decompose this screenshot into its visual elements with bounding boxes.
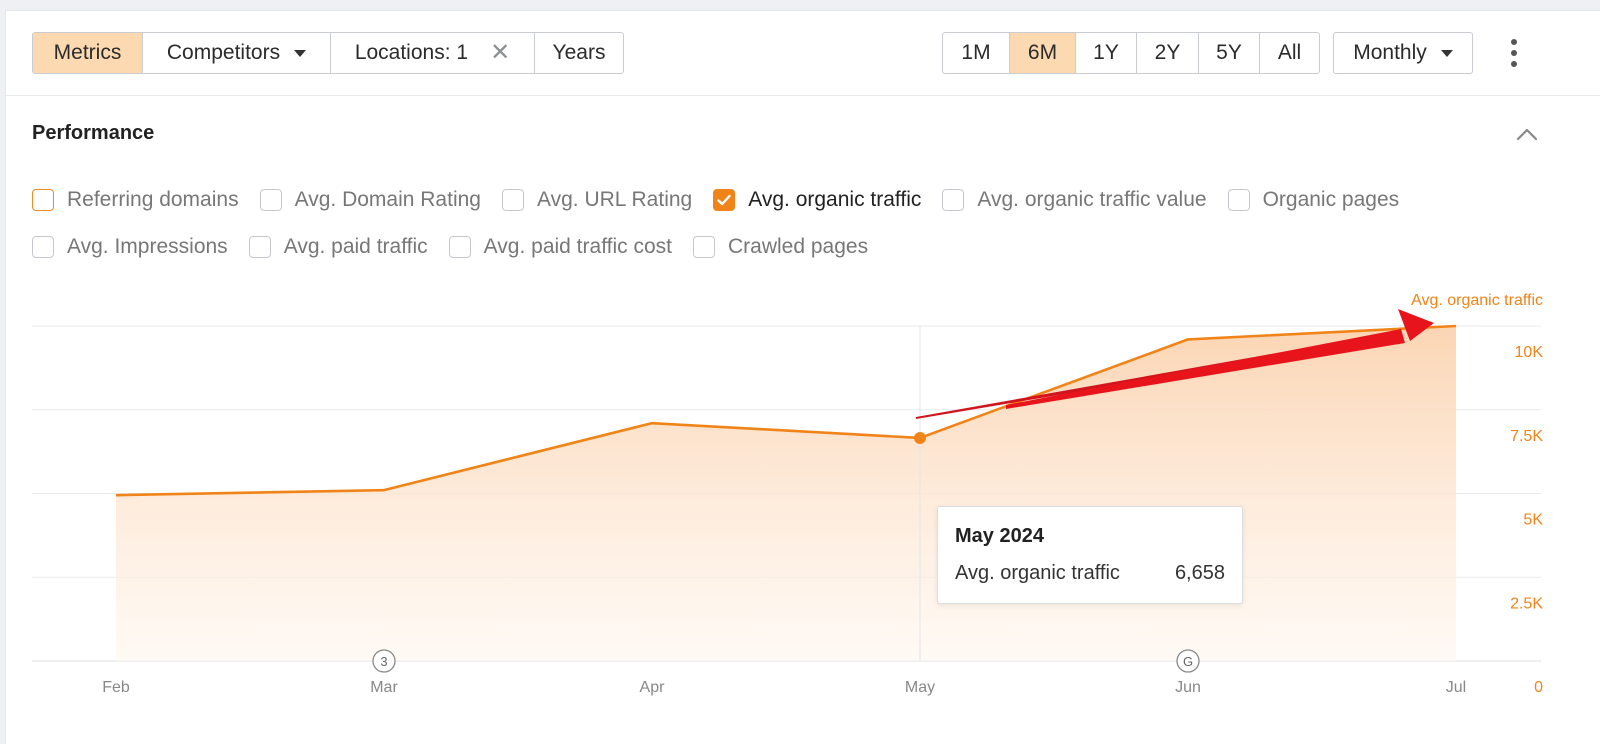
tooltip-metric-label: Avg. organic traffic <box>955 562 1120 584</box>
y-tick-label: 10K <box>1515 344 1544 361</box>
range-label: 2Y <box>1154 41 1181 64</box>
range-all-button[interactable]: All <box>1260 33 1319 73</box>
range-6m-button[interactable]: 6M <box>1010 33 1076 73</box>
metric-label: Avg. Impressions <box>67 235 228 258</box>
metric-label: Avg. paid traffic cost <box>483 235 672 258</box>
trend-arrow <box>916 309 1434 419</box>
annotation-label: G <box>1183 654 1193 669</box>
chevron-up-icon[interactable] <box>1516 127 1538 141</box>
range-5y-button[interactable]: 5Y <box>1199 33 1260 73</box>
annotation-marker[interactable]: 3 <box>372 649 396 673</box>
x-tick-label: Apr <box>640 679 666 696</box>
section-title: Performance <box>32 122 155 144</box>
x-tick-label: Jul <box>1446 679 1466 696</box>
metrics-row-1: Referring domains Avg. Domain Rating Avg… <box>32 188 1420 212</box>
granularity-label: Monthly <box>1353 41 1427 64</box>
close-icon[interactable]: ✕ <box>490 39 511 66</box>
caret-down-icon <box>1440 49 1453 57</box>
metric-avg-impressions[interactable]: Avg. Impressions <box>32 235 228 259</box>
granularity-dropdown[interactable]: Monthly <box>1333 32 1473 74</box>
x-tick-label: Jun <box>1175 679 1201 696</box>
y-tick-label: 2.5K <box>1510 595 1543 612</box>
metrics-tab-label: Metrics <box>53 41 122 64</box>
years-label: Years <box>552 41 606 64</box>
traffic-chart: Feb Mar Apr May Jun Jul 10K 7.5K 5K 2.5K 0 3 G Avg… <box>32 292 1544 696</box>
range-group: 1M 6M 1Y 2Y 5Y All <box>942 32 1320 74</box>
checkbox[interactable] <box>259 189 282 211</box>
years-button[interactable]: Years <box>535 33 623 73</box>
range-1y-button[interactable]: 1Y <box>1076 33 1137 73</box>
range-1m-button[interactable]: 1M <box>943 33 1010 73</box>
checkbox[interactable] <box>942 189 965 211</box>
chart-tooltip: May 2024 Avg. organic traffic 6,658 <box>937 506 1243 604</box>
check-icon <box>717 194 731 206</box>
metric-organic-pages[interactable]: Organic pages <box>1227 188 1400 212</box>
annotation-marker[interactable]: G <box>1176 649 1200 673</box>
range-2y-button[interactable]: 2Y <box>1137 33 1199 73</box>
metric-avg-paid-traffic-cost[interactable]: Avg. paid traffic cost <box>448 235 672 259</box>
x-tick-label: May <box>905 679 935 696</box>
y-tick-label: 5K <box>1523 512 1543 529</box>
annotation-label: 3 <box>380 654 387 669</box>
y-tick-label: 0 <box>1534 679 1543 696</box>
metrics-tab[interactable]: Metrics <box>33 33 143 73</box>
y-tick-label: 7.5K <box>1510 428 1543 445</box>
toolbar: Metrics Competitors Locations: 1 ✕ Years… <box>6 11 1600 96</box>
more-options-icon[interactable] <box>1504 39 1524 67</box>
metric-label: Avg. URL Rating <box>536 188 693 211</box>
metric-avg-domain-rating[interactable]: Avg. Domain Rating <box>259 188 481 212</box>
metric-avg-organic-traffic[interactable]: Avg. organic traffic <box>713 188 921 212</box>
tooltip-title: May 2024 <box>955 525 1044 547</box>
checkbox[interactable] <box>1227 189 1250 211</box>
range-label: 6M <box>1027 41 1058 64</box>
checkbox[interactable] <box>32 236 54 258</box>
locations-filter[interactable]: Locations: 1 ✕ <box>331 33 535 73</box>
metric-crawled-pages[interactable]: Crawled pages <box>693 235 868 259</box>
checkbox-checked[interactable] <box>713 189 736 211</box>
tooltip-metric-value: 6,658 <box>1174 562 1225 584</box>
metric-label: Avg. paid traffic <box>283 235 428 258</box>
metric-label: Crawled pages <box>728 235 869 258</box>
caret-down-icon <box>294 49 307 57</box>
checkbox[interactable] <box>448 236 471 258</box>
metric-label: Organic pages <box>1262 188 1400 211</box>
series-name-label: Avg. organic traffic <box>1411 292 1543 309</box>
competitors-label: Competitors <box>166 41 281 64</box>
metric-avg-organic-traffic-value[interactable]: Avg. organic traffic value <box>942 188 1207 212</box>
checkbox[interactable] <box>248 236 271 258</box>
data-point <box>914 431 926 444</box>
range-label: 1Y <box>1093 41 1119 64</box>
view-mode-group: Metrics Competitors Locations: 1 ✕ Years <box>32 32 624 74</box>
checkbox[interactable] <box>32 189 54 211</box>
metric-label: Avg. organic traffic value <box>977 188 1207 211</box>
metric-label: Avg. organic traffic <box>748 188 922 211</box>
range-label: 1M <box>961 41 991 64</box>
x-tick-label: Mar <box>370 679 398 696</box>
metrics-row-2: Avg. Impressions Avg. paid traffic Avg. … <box>32 235 889 259</box>
metric-avg-url-rating[interactable]: Avg. URL Rating <box>501 188 693 212</box>
locations-label: Locations: 1 <box>354 41 469 64</box>
main-panel: Metrics Competitors Locations: 1 ✕ Years… <box>5 10 1600 744</box>
checkbox[interactable] <box>693 236 715 258</box>
range-label: 5Y <box>1216 41 1242 64</box>
x-tick-label: Feb <box>102 679 130 696</box>
metric-avg-paid-traffic[interactable]: Avg. paid traffic <box>248 235 428 259</box>
checkbox[interactable] <box>501 189 524 211</box>
metric-label: Avg. Domain Rating <box>294 188 481 211</box>
range-label: All <box>1277 41 1302 64</box>
competitors-dropdown[interactable]: Competitors <box>143 33 331 73</box>
metric-referring-domains[interactable]: Referring domains <box>32 188 239 212</box>
metric-label: Referring domains <box>67 188 239 211</box>
series-line <box>115 324 1457 497</box>
series-area <box>116 326 1456 661</box>
